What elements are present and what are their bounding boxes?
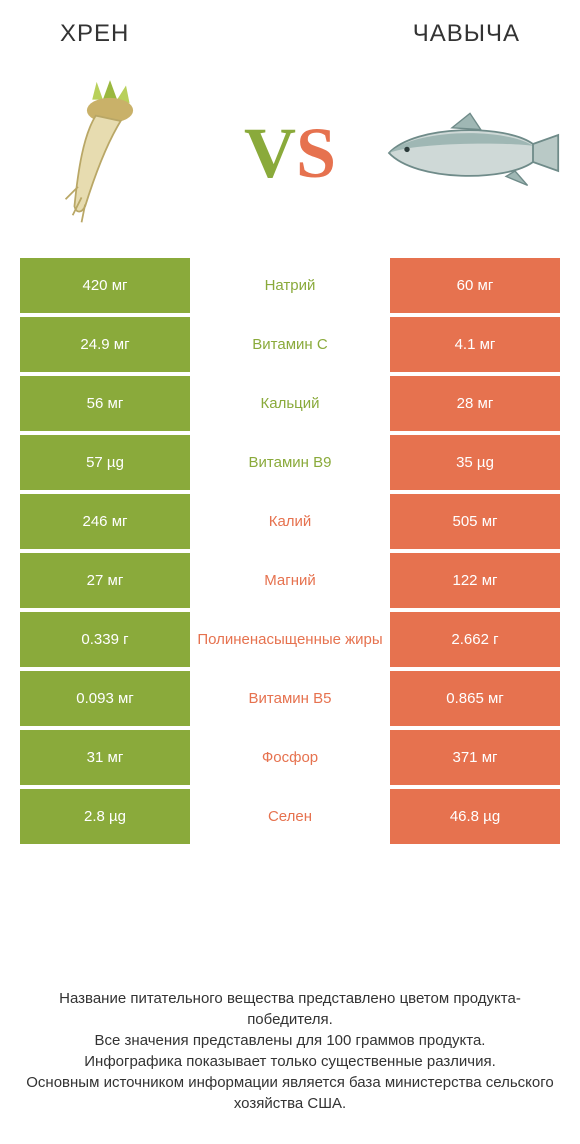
- table-row: 24.9 мгВитамин C4.1 мг: [20, 317, 560, 372]
- right-value: 505 мг: [390, 494, 560, 549]
- right-value: 371 мг: [390, 730, 560, 785]
- table-row: 56 мгКальций28 мг: [20, 376, 560, 431]
- footer-line: Инфографика показывает только существенн…: [20, 1051, 560, 1072]
- table-row: 2.8 µgСелен46.8 µg: [20, 789, 560, 844]
- table-row: 57 µgВитамин B935 µg: [20, 435, 560, 490]
- right-value: 35 µg: [390, 435, 560, 490]
- nutrient-label: Кальций: [190, 376, 390, 431]
- footer-line: Название питательного вещества представл…: [20, 988, 560, 1030]
- nutrient-label: Магний: [190, 553, 390, 608]
- left-value: 57 µg: [20, 435, 190, 490]
- nutrient-label: Витамин B5: [190, 671, 390, 726]
- right-product-image: [380, 63, 560, 243]
- left-value: 24.9 мг: [20, 317, 190, 372]
- right-value: 46.8 µg: [390, 789, 560, 844]
- vs-letter-s: S: [296, 113, 336, 193]
- vs-label: VS: [244, 112, 336, 195]
- nutrient-label: Селен: [190, 789, 390, 844]
- left-value: 27 мг: [20, 553, 190, 608]
- nutrient-label: Витамин B9: [190, 435, 390, 490]
- right-value: 4.1 мг: [390, 317, 560, 372]
- table-row: 0.093 мгВитамин B50.865 мг: [20, 671, 560, 726]
- nutrient-label: Натрий: [190, 258, 390, 313]
- table-row: 0.339 гПолиненасыщенные жиры2.662 г: [20, 612, 560, 667]
- left-value: 0.093 мг: [20, 671, 190, 726]
- nutrient-label: Калий: [190, 494, 390, 549]
- right-product-title: ЧАВЫЧА: [413, 20, 520, 48]
- table-row: 31 мгФосфор371 мг: [20, 730, 560, 785]
- left-product-title: ХРЕН: [60, 20, 129, 48]
- left-product-image: [20, 63, 200, 243]
- right-value: 28 мг: [390, 376, 560, 431]
- header: ХРЕН ЧАВЫЧА: [0, 0, 580, 58]
- nutrient-label: Витамин C: [190, 317, 390, 372]
- left-value: 246 мг: [20, 494, 190, 549]
- left-value: 31 мг: [20, 730, 190, 785]
- footer-line: Основным источником информации является …: [20, 1072, 560, 1114]
- right-value: 0.865 мг: [390, 671, 560, 726]
- left-value: 2.8 µg: [20, 789, 190, 844]
- table-row: 246 мгКалий505 мг: [20, 494, 560, 549]
- left-value: 0.339 г: [20, 612, 190, 667]
- nutrient-label: Фосфор: [190, 730, 390, 785]
- nutrient-label: Полиненасыщенные жиры: [190, 612, 390, 667]
- footer-notes: Название питательного вещества представл…: [0, 988, 580, 1114]
- comparison-table: 420 мгНатрий60 мг24.9 мгВитамин C4.1 мг5…: [20, 258, 560, 844]
- left-value: 420 мг: [20, 258, 190, 313]
- table-row: 420 мгНатрий60 мг: [20, 258, 560, 313]
- vs-row: VS: [0, 58, 580, 258]
- right-value: 2.662 г: [390, 612, 560, 667]
- vs-letter-v: V: [244, 113, 296, 193]
- right-value: 60 мг: [390, 258, 560, 313]
- right-value: 122 мг: [390, 553, 560, 608]
- footer-line: Все значения представлены для 100 граммо…: [20, 1030, 560, 1051]
- table-row: 27 мгМагний122 мг: [20, 553, 560, 608]
- left-value: 56 мг: [20, 376, 190, 431]
